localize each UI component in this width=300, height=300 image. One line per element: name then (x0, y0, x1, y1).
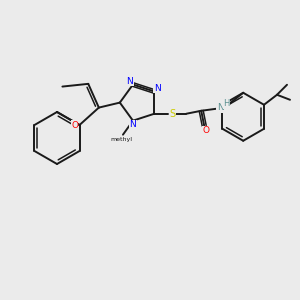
Text: methyl: methyl (110, 137, 132, 142)
Text: S: S (169, 109, 175, 119)
Text: N: N (217, 103, 224, 112)
Text: N: N (130, 120, 136, 129)
Text: O: O (71, 121, 78, 130)
Text: H: H (223, 99, 230, 108)
Text: O: O (203, 126, 210, 135)
Text: N: N (127, 77, 133, 86)
Text: N: N (154, 84, 160, 93)
